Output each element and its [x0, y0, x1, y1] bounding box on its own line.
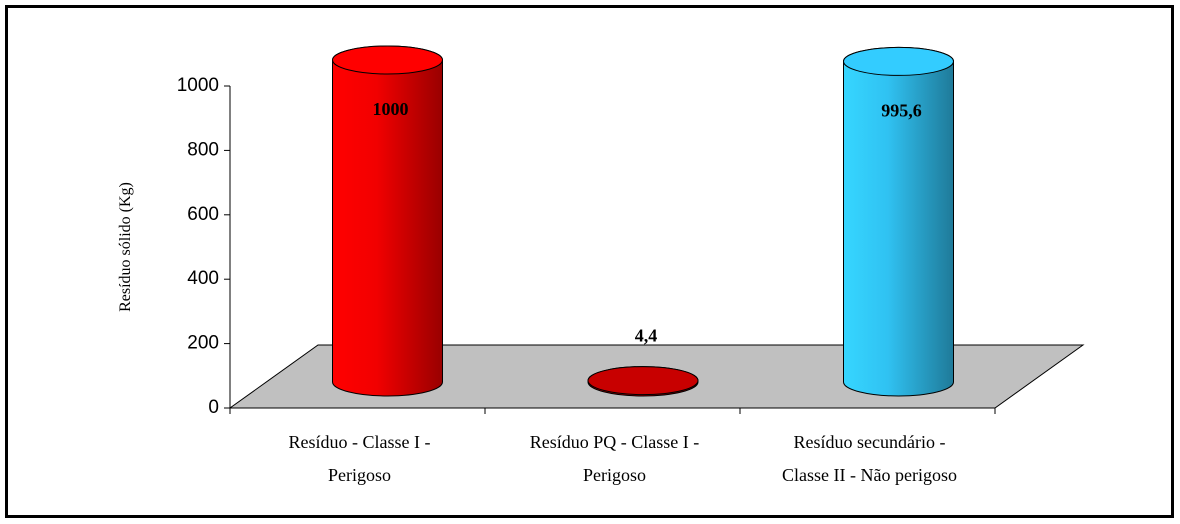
- value-label: 995,6: [881, 101, 922, 121]
- value-label: 4,4: [635, 326, 658, 346]
- y-tick-label: 0: [208, 397, 219, 418]
- y-tick-label: 400: [187, 268, 219, 289]
- frame: [5, 5, 1174, 518]
- x-tick-label: Resíduo secundário - Classe II - Não per…: [782, 432, 957, 485]
- x-tick-label: Resíduo - Classe I - Perigoso: [288, 432, 431, 485]
- y-tick-label: 1000: [177, 75, 219, 96]
- bar-top: [332, 45, 443, 75]
- y-axis-label: Resíduo sólido (Kg): [117, 182, 134, 312]
- bar-top: [843, 46, 954, 76]
- y-tick-label: 200: [187, 333, 219, 354]
- y-tick-label: 800: [187, 139, 219, 160]
- bar-top: [587, 366, 699, 396]
- x-tick-label: Resíduo PQ - Classe I - Perigoso: [529, 432, 700, 485]
- value-label: 1000: [373, 99, 409, 119]
- y-tick-label: 600: [187, 204, 219, 225]
